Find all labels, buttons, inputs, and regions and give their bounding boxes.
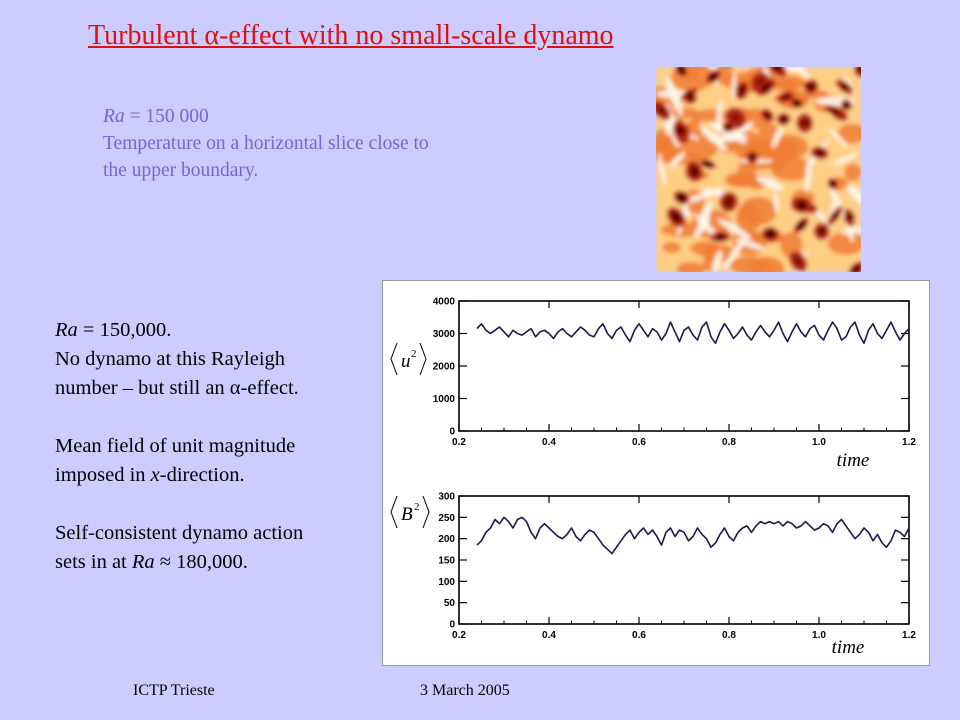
x-tick-label-1-2: 0.6 xyxy=(632,437,646,448)
y-tick-label-2-2: 100 xyxy=(438,577,455,588)
series-line-2 xyxy=(476,516,910,555)
x-tick-label-1-3: 0.8 xyxy=(722,437,736,448)
x-tick-label-2-5: 1.2 xyxy=(902,630,916,641)
y-label-var-2: B xyxy=(401,504,413,525)
y-tick-label-2-4: 200 xyxy=(438,534,455,545)
approx-operator: ≈ xyxy=(154,551,177,573)
series-line-1 xyxy=(476,321,910,345)
footer-venue: ICTP Trieste xyxy=(133,682,215,699)
time-series-panel: 0.2 0.4 0.6 0.8 1.0 1.2 0 1000 2000 3000 4000 u 2 tim… xyxy=(382,280,930,666)
plot-2: 0.2 0.4 0.6 0.8 1.0 1.2 0 50 100 150 200 250 300 B 2 ti… xyxy=(390,492,916,658)
x-axis-label-2: time xyxy=(832,637,865,658)
description-text: Ra = 150,000. No dynamo at this Rayleigh… xyxy=(55,316,385,577)
y-tick-label-2-3: 150 xyxy=(438,556,455,567)
x-tick-label-2-3: 0.8 xyxy=(722,630,736,641)
temperature-slice-image xyxy=(656,67,861,272)
self-consistent-line: Self-consistent dynamo action xyxy=(55,522,304,544)
ra-symbol-2: Ra xyxy=(55,319,78,341)
y-tick-label-1-2: 2000 xyxy=(433,362,456,373)
critical-ra-value: 180,000. xyxy=(176,551,248,573)
paragraph-dynamo-onset: Self-consistent dynamo action sets in at… xyxy=(55,519,385,577)
footer-date: 3 March 2005 xyxy=(420,682,510,699)
ra-value-2: = 150,000. xyxy=(77,319,172,341)
y-tick-label-2-1: 50 xyxy=(444,598,456,609)
imposed-prefix: imposed in xyxy=(55,464,151,486)
x-tick-label-1-5: 1.2 xyxy=(902,437,916,448)
sets-in-prefix: sets in at xyxy=(55,551,132,573)
plot-2-frame xyxy=(458,495,910,625)
y-tick-label-1-0: 0 xyxy=(449,427,455,438)
plot-1-frame xyxy=(458,300,910,432)
ra-symbol-3: Ra xyxy=(131,551,155,573)
x-tick-label-2-1: 0.4 xyxy=(542,630,556,641)
no-dynamo-line: No dynamo at this Rayleigh xyxy=(55,348,286,370)
caption-line-2: Temperature on a horizontal slice close … xyxy=(103,133,429,154)
x-variable: x xyxy=(150,464,160,486)
x-tick-label-1-4: 1.0 xyxy=(812,437,826,448)
x-tick-label-1-1: 0.4 xyxy=(542,437,556,448)
y-tick-label-1-4: 4000 xyxy=(433,297,456,308)
y-tick-label-2-6: 300 xyxy=(438,492,455,503)
y-label-var-1: u xyxy=(401,351,411,372)
paragraph-mean-field: Mean field of unit magnitude imposed in … xyxy=(55,432,385,490)
ra-value: = 150 000 xyxy=(124,106,209,127)
direction-suffix: -direction. xyxy=(159,464,245,486)
x-axis-label-1: time xyxy=(837,450,870,471)
alpha-effect-line: number – but still an α-effect. xyxy=(55,377,299,399)
y-tick-label-2-5: 250 xyxy=(438,513,455,524)
x-tick-label-2-2: 0.6 xyxy=(632,630,646,641)
y-tick-label-2-0: 0 xyxy=(449,620,455,631)
y-tick-label-1-3: 3000 xyxy=(433,329,456,340)
x-tick-label-2-4: 1.0 xyxy=(812,630,826,641)
y-label-sup-2: 2 xyxy=(414,501,420,513)
y-tick-label-1-1: 1000 xyxy=(433,394,456,405)
slide-title: Turbulent α-effect with no small-scale d… xyxy=(88,20,614,51)
plot-1: 0.2 0.4 0.6 0.8 1.0 1.2 0 1000 2000 3000 4000 u 2 tim… xyxy=(390,297,916,471)
mean-field-line: Mean field of unit magnitude xyxy=(55,435,296,457)
paragraph-rayleigh: Ra = 150,000. No dynamo at this Rayleigh… xyxy=(55,316,385,403)
x-tick-label-1-0: 0.2 xyxy=(452,437,466,448)
image-caption: Ra = 150 000 Temperature on a horizontal… xyxy=(103,103,523,184)
y-label-sup-1: 2 xyxy=(411,348,417,360)
x-tick-label-2-0: 0.2 xyxy=(452,630,466,641)
ra-symbol: Ra xyxy=(103,106,125,127)
caption-line-3: the upper boundary. xyxy=(103,160,259,181)
